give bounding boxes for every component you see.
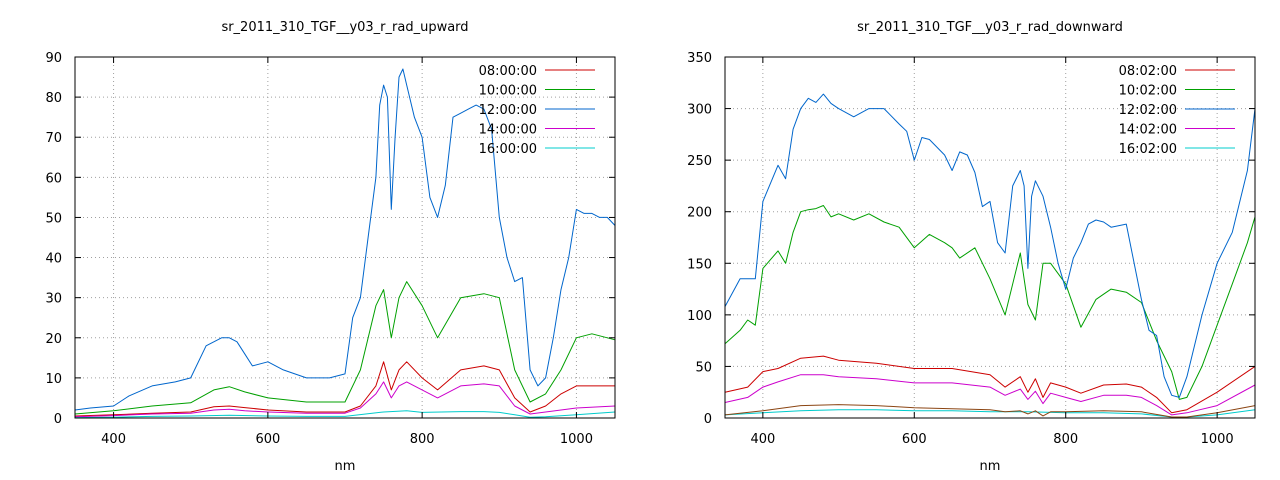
y-tick-label: 10 xyxy=(45,372,62,387)
chart-2: 400 600 800 1000 0 50 100 150 200 250 300 350 sr_201… xyxy=(687,20,1256,474)
y-tick-label: 40 xyxy=(45,252,62,267)
series-line-5 xyxy=(724,409,1256,418)
legend-label-4: 14:02:00 xyxy=(1119,123,1177,138)
plot-frame xyxy=(74,56,616,419)
series-line-4 xyxy=(74,381,616,418)
x-tick-label: 800 xyxy=(410,432,435,447)
y-tick-label: 200 xyxy=(687,206,712,221)
series-line-1 xyxy=(74,361,615,417)
chart-1: 400 600 800 1000 0 10 20 30 40 50 60 70 80 90 sr_2011_… xyxy=(45,20,616,474)
legend-label-1: 08:00:00 xyxy=(479,64,537,79)
x-tick-label: 1000 xyxy=(560,432,593,447)
y-tick-label: 20 xyxy=(45,332,62,347)
series-line-5 xyxy=(74,410,616,419)
y-tick-label: 0 xyxy=(54,412,62,427)
x-tick-label: 800 xyxy=(1053,432,1078,447)
x-tick-label: 600 xyxy=(902,432,927,447)
y-tick-label: 250 xyxy=(687,154,712,169)
y-tick-label: 50 xyxy=(695,360,712,375)
y-tick-label: 50 xyxy=(45,211,62,226)
x-tick-label: 1000 xyxy=(1201,432,1234,447)
y-tick-label: 80 xyxy=(45,91,62,106)
chart-title: sr_2011_310_TGF__y03_r_rad_upward xyxy=(221,20,468,35)
x-tick-label: 600 xyxy=(255,432,280,447)
y-tick-label: 100 xyxy=(687,309,712,324)
y-tick-label: 70 xyxy=(45,131,62,146)
legend-label-1: 08:02:00 xyxy=(1119,64,1177,79)
y-tick-label: 30 xyxy=(45,292,62,307)
series-line-2 xyxy=(74,281,616,415)
y-tick-label: 60 xyxy=(45,171,62,186)
series-line-4 xyxy=(724,374,1256,416)
x-axis-label: nm xyxy=(335,459,356,474)
y-tick-label: 90 xyxy=(45,51,62,66)
legend-label-3: 12:00:00 xyxy=(479,103,537,118)
y-tick-label: 300 xyxy=(687,103,712,118)
legend-label-5: 16:00:00 xyxy=(479,142,537,157)
x-tick-label: 400 xyxy=(750,432,775,447)
y-tick-label: 0 xyxy=(704,412,712,427)
series-line-1 xyxy=(724,355,1256,414)
plot-frame xyxy=(724,56,1256,419)
legend-label-4: 14:00:00 xyxy=(479,123,537,138)
series-line-2 xyxy=(724,205,1256,400)
y-tick-label: 150 xyxy=(687,257,712,272)
legend-label-3: 12:02:00 xyxy=(1119,103,1177,118)
series-line-6 xyxy=(724,404,1256,418)
series-line-3 xyxy=(74,68,616,411)
y-tick-label: 350 xyxy=(687,51,712,66)
legend-label-5: 16:02:00 xyxy=(1119,142,1177,157)
x-tick-label: 400 xyxy=(101,432,126,447)
legend-label-2: 10:00:00 xyxy=(479,84,537,99)
legend-label-2: 10:02:00 xyxy=(1119,84,1177,99)
chart-title: sr_2011_310_TGF__y03_r_rad_downward xyxy=(857,20,1123,35)
x-axis-label: nm xyxy=(980,459,1001,474)
series-line-3 xyxy=(724,93,1256,398)
